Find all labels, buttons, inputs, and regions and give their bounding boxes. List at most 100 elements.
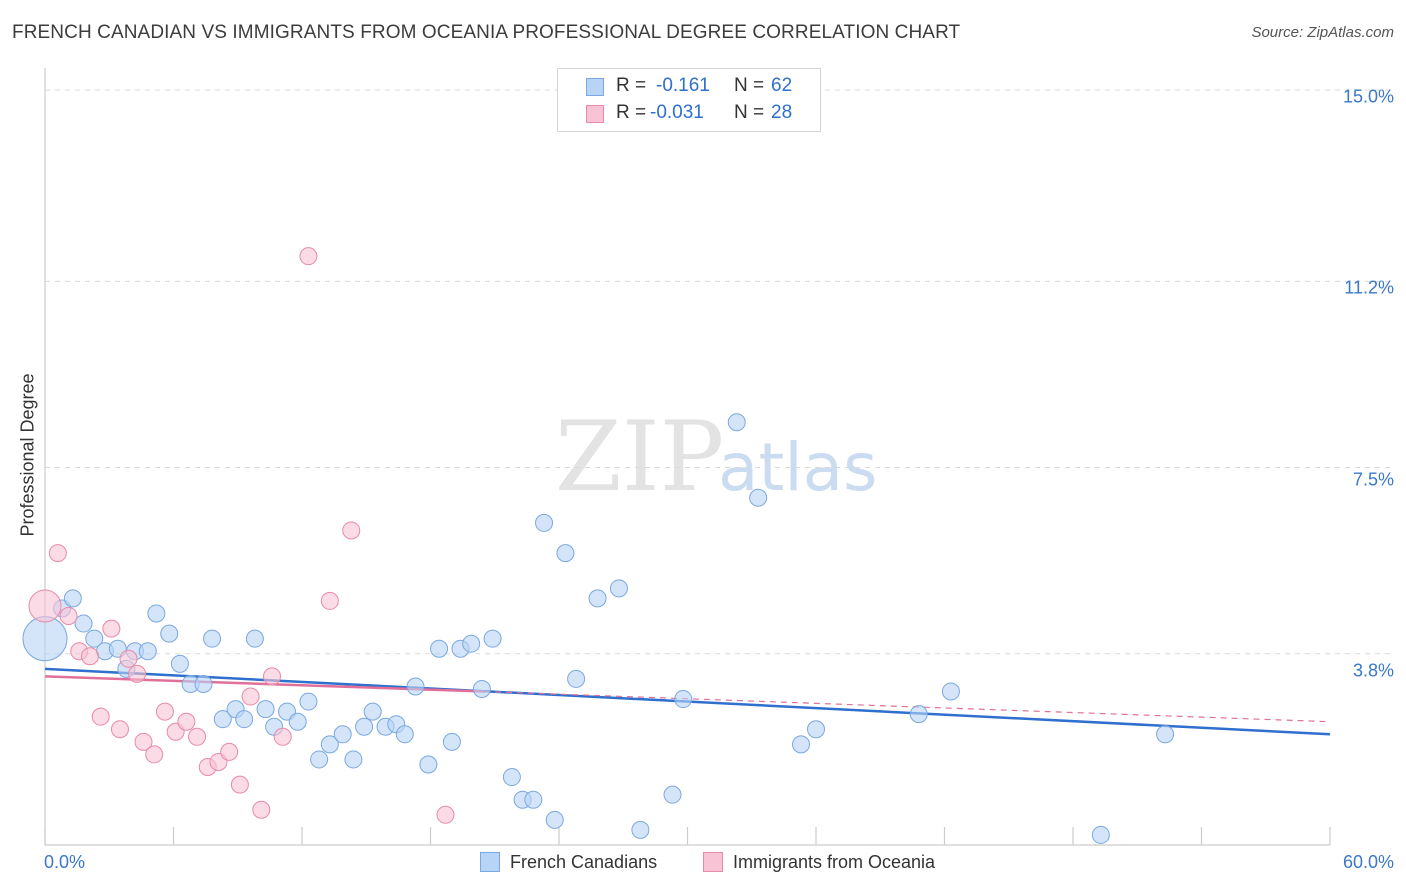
correlation-legend: R = -0.161 N = 62 R = -0.031 N = 28 — [557, 68, 821, 132]
data-point-french-canadians — [727, 413, 746, 432]
data-point-immigrants-from-oceania — [188, 727, 207, 746]
data-point-french-canadians — [807, 720, 825, 739]
bottom-legend-immigrants-from-oceania: Immigrants from Oceania — [703, 852, 935, 873]
data-point-french-canadians — [524, 790, 543, 809]
data-point-immigrants-from-oceania — [28, 589, 62, 623]
chart-title: FRENCH CANADIAN VS IMMIGRANTS FROM OCEAN… — [12, 22, 961, 43]
data-point-french-canadians — [395, 725, 414, 744]
data-point-french-canadians — [355, 717, 374, 736]
y-tick-label: 3.8% — [1352, 660, 1394, 681]
watermark-zip: ZIP — [555, 401, 724, 513]
data-point-french-canadians — [663, 785, 682, 804]
data-point-french-canadians — [235, 710, 254, 729]
x-tick-label: 60.0% — [1342, 852, 1394, 872]
data-point-french-canadians — [556, 544, 575, 563]
y-axis-label: Professional Degree — [17, 373, 38, 537]
data-point-immigrants-from-oceania — [91, 707, 110, 726]
legend-r-value: -0.161 — [656, 75, 710, 96]
data-point-french-canadians — [363, 702, 382, 721]
data-point-immigrants-from-oceania — [128, 664, 147, 683]
data-point-french-canadians — [299, 692, 318, 711]
data-point-immigrants-from-oceania — [110, 720, 129, 739]
data-point-french-canadians — [631, 820, 650, 839]
data-point-immigrants-from-oceania — [119, 649, 138, 668]
data-point-french-canadians — [74, 614, 93, 633]
data-point-french-canadians — [344, 750, 363, 769]
axes — [44, 68, 1331, 846]
data-point-immigrants-from-oceania — [48, 544, 67, 563]
legend-n-label: N = — [734, 102, 765, 123]
data-point-immigrants-from-oceania — [80, 647, 99, 666]
data-point-french-canadians — [909, 705, 928, 724]
data-point-french-canadians — [138, 642, 157, 661]
data-point-french-canadians — [22, 616, 68, 662]
data-point-french-canadians — [170, 654, 189, 673]
data-point-immigrants-from-oceania — [436, 805, 455, 824]
data-point-french-canadians — [749, 488, 768, 507]
data-point-french-canadians — [567, 669, 586, 688]
data-point-french-canadians — [245, 629, 264, 648]
data-point-immigrants-from-oceania — [177, 712, 196, 731]
data-point-french-canadians — [203, 629, 222, 648]
data-point-immigrants-from-oceania — [342, 521, 361, 540]
data-point-french-canadians — [213, 710, 232, 729]
legend-row-immigrants-from-oceania: R = -0.031 N = 28 — [558, 102, 820, 126]
data-point-french-canadians — [406, 677, 425, 696]
data-point-french-canadians — [63, 589, 82, 608]
data-point-french-canadians — [430, 639, 449, 658]
data-point-french-canadians — [792, 735, 811, 754]
data-point-french-canadians — [472, 679, 491, 698]
source-label: Source: ZipAtlas.com — [1251, 24, 1394, 41]
data-point-french-canadians — [535, 513, 554, 532]
data-point-immigrants-from-oceania — [155, 702, 174, 721]
bottom-legend-label: Immigrants from Oceania — [733, 852, 936, 872]
bottom-legend-swatch-pink — [703, 852, 723, 872]
bottom-legend-french-canadians: French Canadians — [480, 852, 657, 873]
data-point-french-canadians — [419, 755, 438, 774]
watermark: ZIP atlas — [555, 401, 878, 513]
data-point-french-canadians — [483, 629, 502, 648]
data-point-french-canadians — [320, 735, 339, 754]
data-point-immigrants-from-oceania — [263, 667, 282, 686]
data-point-french-canadians — [545, 810, 564, 829]
data-point-french-canadians — [1156, 725, 1175, 744]
data-point-french-canadians — [310, 750, 329, 769]
bottom-legend-swatch-blue — [480, 852, 500, 872]
data-point-immigrants-from-oceania — [241, 687, 260, 706]
legend-r-label: R = — [616, 102, 647, 123]
gridlines — [45, 89, 1395, 655]
data-point-french-canadians — [288, 712, 307, 731]
data-point-immigrants-from-oceania — [102, 619, 121, 638]
series-immigrants-from-oceania — [28, 247, 455, 824]
data-point-french-canadians — [941, 682, 960, 701]
bottom-legend-label: French Canadians — [510, 852, 658, 872]
legend-r-label: R = — [616, 75, 647, 96]
data-point-immigrants-from-oceania — [320, 591, 339, 610]
data-point-french-canadians — [147, 604, 166, 623]
data-point-french-canadians — [256, 700, 275, 719]
y-tick-label: 11.2% — [1344, 277, 1394, 298]
data-point-french-canadians — [502, 768, 521, 787]
legend-r-value: -0.031 — [650, 102, 704, 123]
data-point-french-canadians — [674, 690, 693, 709]
data-point-french-canadians — [609, 579, 628, 598]
data-point-french-canadians — [442, 732, 461, 751]
data-point-immigrants-from-oceania — [220, 742, 239, 761]
legend-n-value: 62 — [771, 75, 793, 96]
legend-n-value: 28 — [771, 102, 793, 123]
data-point-immigrants-from-oceania — [299, 247, 318, 266]
x-tick-label: 0.0% — [44, 852, 86, 872]
legend-swatch-blue — [586, 78, 604, 96]
data-point-french-canadians — [160, 624, 179, 643]
data-point-immigrants-from-oceania — [145, 745, 164, 764]
y-tick-label: 7.5% — [1352, 469, 1394, 490]
data-point-french-canadians — [333, 725, 352, 744]
legend-n-label: N = — [734, 75, 765, 96]
data-point-french-canadians — [85, 629, 104, 648]
data-point-immigrants-from-oceania — [134, 732, 153, 751]
trend-line-immigrants-from-oceania-projection — [484, 690, 1331, 723]
series-french-canadians — [22, 413, 1175, 844]
data-point-french-canadians — [588, 589, 607, 608]
data-point-french-canadians — [462, 634, 481, 653]
